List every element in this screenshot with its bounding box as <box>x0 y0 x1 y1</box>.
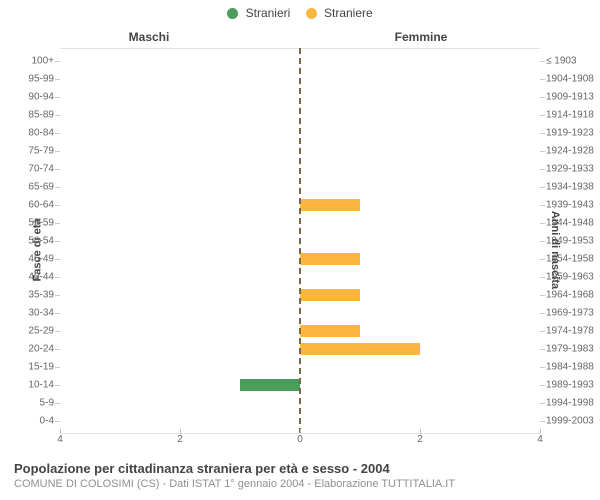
tick-mark <box>55 223 60 224</box>
tick-mark <box>540 133 545 134</box>
tick-mark <box>540 385 545 386</box>
tick-mark <box>540 313 545 314</box>
tick-mark <box>55 367 60 368</box>
tick-mark <box>55 331 60 332</box>
chart-subtitle: COMUNE DI COLOSIMI (CS) - Dati ISTAT 1° … <box>14 478 586 490</box>
legend-swatch-male <box>227 8 238 19</box>
bar-male <box>240 379 300 391</box>
tick-mark <box>540 115 545 116</box>
x-tick-label: 0 <box>297 434 303 445</box>
tick-mark <box>55 241 60 242</box>
birth-year-label: 1954-1958 <box>540 254 594 265</box>
birth-year-label: 1934-1938 <box>540 182 594 193</box>
birth-year-label: 1944-1948 <box>540 218 594 229</box>
tick-mark <box>55 403 60 404</box>
chart-container: Stranieri Straniere Maschi Femmine Fasce… <box>0 0 600 500</box>
birth-year-label: 1914-1918 <box>540 110 594 121</box>
birth-year-label: 1969-1973 <box>540 308 594 319</box>
tick-mark <box>55 61 60 62</box>
tick-mark <box>540 331 545 332</box>
birth-year-label: ≤ 1903 <box>540 56 577 67</box>
birth-year-label: 1919-1923 <box>540 128 594 139</box>
tick-mark <box>540 61 545 62</box>
bar-female <box>300 289 360 301</box>
tick-mark <box>55 97 60 98</box>
tick-mark <box>540 295 545 296</box>
tick-mark <box>55 295 60 296</box>
legend-label-male: Stranieri <box>246 6 291 20</box>
birth-year-label: 1949-1953 <box>540 236 594 247</box>
tick-mark <box>55 169 60 170</box>
tick-mark <box>540 79 545 80</box>
legend: Stranieri Straniere <box>0 6 600 20</box>
tick-mark <box>55 187 60 188</box>
tick-mark <box>420 429 421 434</box>
tick-mark <box>540 367 545 368</box>
bar-female <box>300 325 360 337</box>
tick-mark <box>540 205 545 206</box>
tick-mark <box>540 349 545 350</box>
x-tick-label: 2 <box>177 434 183 445</box>
tick-mark <box>540 187 545 188</box>
tick-mark <box>540 97 545 98</box>
panel-title-male: Maschi <box>0 30 298 44</box>
birth-year-label: 1989-1993 <box>540 380 594 391</box>
x-tick-label: 4 <box>537 434 543 445</box>
birth-year-label: 1939-1943 <box>540 200 594 211</box>
tick-mark <box>180 429 181 434</box>
tick-mark <box>540 403 545 404</box>
birth-year-label: 1904-1908 <box>540 74 594 85</box>
tick-mark <box>55 205 60 206</box>
birth-year-label: 1959-1963 <box>540 272 594 283</box>
tick-mark <box>55 151 60 152</box>
x-tick-label: 2 <box>417 434 423 445</box>
tick-mark <box>55 277 60 278</box>
birth-year-label: 1974-1978 <box>540 326 594 337</box>
panel-title-female: Femmine <box>302 30 540 44</box>
plot-area: 100+≤ 190395-991904-190890-941909-191385… <box>60 48 540 434</box>
tick-mark <box>540 151 545 152</box>
x-tick-label: 4 <box>57 434 63 445</box>
legend-item-male: Stranieri <box>227 6 290 20</box>
tick-mark <box>540 223 545 224</box>
tick-mark <box>540 421 545 422</box>
tick-mark <box>55 349 60 350</box>
birth-year-label: 1964-1968 <box>540 290 594 301</box>
tick-mark <box>540 169 545 170</box>
birth-year-label: 1929-1933 <box>540 164 594 175</box>
birth-year-label: 1909-1913 <box>540 92 594 103</box>
tick-mark <box>540 259 545 260</box>
birth-year-label: 1994-1998 <box>540 398 594 409</box>
birth-year-label: 1999-2003 <box>540 416 594 427</box>
tick-mark <box>540 241 545 242</box>
tick-mark <box>55 313 60 314</box>
tick-mark <box>540 429 541 434</box>
tick-mark <box>55 133 60 134</box>
tick-mark <box>55 385 60 386</box>
tick-mark <box>55 259 60 260</box>
tick-mark <box>540 277 545 278</box>
legend-item-female: Straniere <box>306 6 373 20</box>
tick-mark <box>55 115 60 116</box>
tick-mark <box>55 421 60 422</box>
x-axis: 4 2 0 2 4 <box>60 434 540 450</box>
birth-year-label: 1924-1928 <box>540 146 594 157</box>
bar-female <box>300 253 360 265</box>
footer: Popolazione per cittadinanza straniera p… <box>14 461 586 490</box>
center-axis-line <box>299 48 301 434</box>
chart-title: Popolazione per cittadinanza straniera p… <box>14 461 586 476</box>
tick-mark <box>60 429 61 434</box>
legend-label-female: Straniere <box>324 6 373 20</box>
birth-year-label: 1979-1983 <box>540 344 594 355</box>
birth-year-label: 1984-1988 <box>540 362 594 373</box>
legend-swatch-female <box>306 8 317 19</box>
bar-female <box>300 343 420 355</box>
tick-mark <box>55 79 60 80</box>
tick-mark <box>300 429 301 434</box>
bar-female <box>300 199 360 211</box>
